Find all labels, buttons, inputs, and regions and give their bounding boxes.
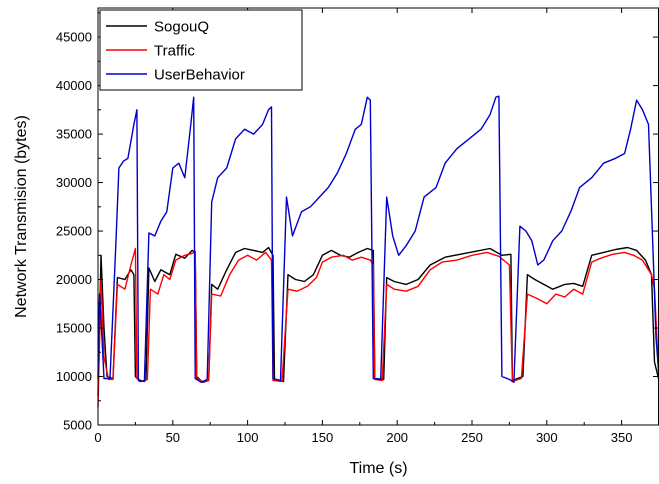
legend-label-traffic: Traffic xyxy=(154,43,195,60)
x-tick-label: 50 xyxy=(166,430,180,445)
x-axis: 0 50 100 150 200 250 300 350 xyxy=(94,8,632,445)
x-tick-label: 100 xyxy=(237,430,259,445)
series-layer xyxy=(97,95,659,408)
legend-label-sogouq: SogouQ xyxy=(154,19,209,36)
x-tick-label: 350 xyxy=(611,430,633,445)
y-tick-label: 25000 xyxy=(56,224,92,239)
y-tick-label: 45000 xyxy=(56,30,92,45)
x-tick-label: 0 xyxy=(94,430,101,445)
legend: SogouQ Traffic UserBehavior xyxy=(99,9,303,91)
y-tick-label: 20000 xyxy=(56,272,92,287)
y-tick-label: 30000 xyxy=(56,175,92,190)
series-line-userbehavior xyxy=(97,95,659,383)
y-axis: 5000 10000 15000 20000 25000 30000 35000 40000 4… xyxy=(56,12,658,433)
x-axis-title: Time (s) xyxy=(349,460,407,477)
y-axis-title: Network Transmision (bytes) xyxy=(13,115,30,318)
series-line-traffic xyxy=(97,247,659,408)
legend-label-userbehavior: UserBehavior xyxy=(154,67,245,84)
x-tick-label: 200 xyxy=(386,430,408,445)
y-tick-label: 10000 xyxy=(56,369,92,384)
x-tick-label: 150 xyxy=(312,430,334,445)
x-tick-label: 300 xyxy=(536,430,558,445)
y-tick-label: 35000 xyxy=(56,127,92,142)
x-tick-label: 250 xyxy=(461,430,483,445)
y-tick-label: 40000 xyxy=(56,78,92,93)
y-tick-label: 5000 xyxy=(63,418,92,433)
y-tick-label: 15000 xyxy=(56,321,92,336)
series-line-sogouq xyxy=(97,246,659,396)
